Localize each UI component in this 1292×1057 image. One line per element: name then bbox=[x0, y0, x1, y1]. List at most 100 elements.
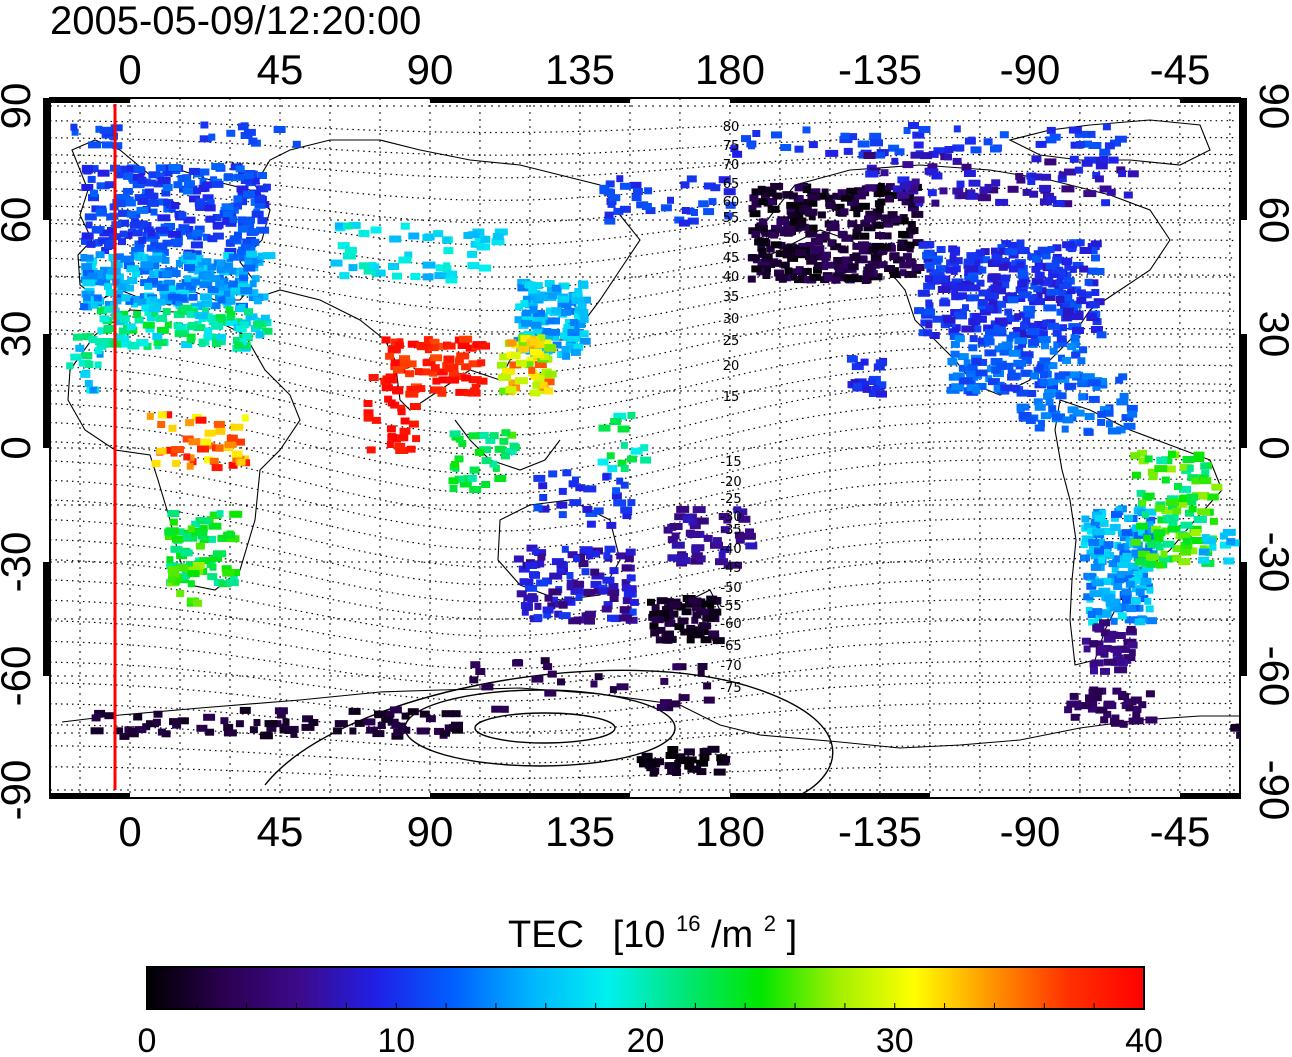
magnetic-latitude-contour bbox=[50, 660, 1235, 702]
tec-cell bbox=[201, 258, 212, 266]
tec-cell bbox=[182, 187, 196, 195]
tec-cell bbox=[117, 310, 129, 318]
tec-cell bbox=[507, 431, 517, 439]
tec-cell bbox=[134, 316, 144, 324]
tec-cell bbox=[761, 229, 773, 237]
tec-cell bbox=[749, 210, 761, 218]
tec-cell bbox=[624, 590, 636, 598]
tec-cell bbox=[210, 302, 221, 310]
tec-cell bbox=[1029, 298, 1038, 306]
tec-cell bbox=[1062, 314, 1072, 322]
tec-cell bbox=[192, 254, 204, 262]
tec-cell bbox=[843, 147, 853, 155]
tec-cell bbox=[132, 229, 143, 237]
tec-cell bbox=[136, 339, 149, 347]
map-area bbox=[50, 98, 1270, 798]
tec-cell bbox=[1087, 527, 1098, 535]
tec-cell bbox=[524, 578, 534, 586]
tec-cell bbox=[251, 210, 264, 218]
tec-cell bbox=[1259, 144, 1270, 151]
tec-cell bbox=[126, 210, 137, 218]
tec-cell bbox=[292, 140, 301, 148]
tec-cell bbox=[167, 293, 181, 301]
tec-cell bbox=[1043, 304, 1057, 312]
tec-cell bbox=[381, 384, 393, 392]
tec-cell bbox=[691, 552, 703, 560]
tec-cell bbox=[833, 257, 843, 264]
tec-cell bbox=[567, 551, 578, 559]
tec-cell bbox=[715, 558, 728, 566]
tec-cell bbox=[528, 287, 538, 295]
tec-cell bbox=[802, 186, 811, 194]
tec-cell bbox=[567, 334, 580, 342]
tec-cell bbox=[1008, 265, 1019, 273]
tec-cell bbox=[1058, 354, 1065, 362]
tec-cell bbox=[1088, 539, 1100, 546]
magnetic-latitude-labels-south: -15-20-25-30-35-40-45-50-55-60-65-70-75 bbox=[720, 455, 741, 696]
tec-cell bbox=[865, 210, 875, 218]
tec-cell bbox=[374, 711, 383, 719]
tec-cell bbox=[889, 271, 901, 278]
tec-cell bbox=[519, 578, 529, 586]
tec-cell bbox=[602, 473, 610, 481]
tec-cell bbox=[930, 269, 939, 277]
tec-cell bbox=[1046, 196, 1057, 203]
tec-cell bbox=[857, 202, 870, 210]
tec-cell bbox=[993, 385, 1007, 393]
colorbar-tick-label: 0 bbox=[138, 1022, 157, 1057]
tec-cell bbox=[691, 530, 699, 538]
tec-cell bbox=[261, 327, 273, 335]
tec-cell bbox=[825, 149, 839, 157]
tec-cell bbox=[189, 458, 197, 466]
tec-cell bbox=[1062, 307, 1074, 315]
tec-cell bbox=[1118, 426, 1126, 434]
lat-tick-left: -30 bbox=[0, 532, 39, 593]
tec-cell bbox=[809, 273, 822, 281]
tec-cell bbox=[751, 200, 762, 208]
tec-cell bbox=[606, 521, 617, 529]
tec-cell bbox=[114, 727, 124, 735]
tec-cell bbox=[691, 616, 699, 624]
tec-cell bbox=[1039, 184, 1052, 192]
tec-cell bbox=[85, 221, 93, 229]
tec-cell bbox=[688, 597, 702, 605]
tec-cell bbox=[821, 255, 829, 263]
tec-cell bbox=[202, 194, 214, 202]
tec-cell bbox=[222, 297, 236, 305]
mlat-label-north: 30 bbox=[723, 312, 740, 327]
tec-cell bbox=[1054, 372, 1066, 380]
tec-cell bbox=[118, 238, 126, 246]
tec-cell bbox=[156, 447, 167, 455]
tec-cell bbox=[499, 387, 510, 395]
mlat-label-south: -75 bbox=[720, 681, 741, 696]
tec-cell bbox=[95, 338, 108, 346]
tec-cell bbox=[1103, 594, 1116, 602]
tec-cell bbox=[164, 285, 176, 293]
tec-cell bbox=[1144, 597, 1152, 605]
tec-cell bbox=[479, 342, 490, 350]
mlat-label-north: 35 bbox=[723, 290, 740, 305]
tec-cell bbox=[853, 192, 866, 200]
tec-cell bbox=[602, 576, 615, 584]
tec-cell bbox=[913, 141, 924, 149]
tec-cell bbox=[162, 308, 171, 315]
tec-cell bbox=[1043, 392, 1053, 400]
tec-cell bbox=[806, 199, 818, 207]
tec-cell bbox=[216, 510, 224, 518]
magnetic-latitude-contour bbox=[50, 640, 1235, 686]
tec-cell bbox=[707, 745, 720, 753]
tec-cell bbox=[449, 430, 461, 438]
magnetic-latitude-contour bbox=[50, 346, 1235, 416]
tec-cell bbox=[82, 279, 96, 287]
tec-cell bbox=[972, 325, 982, 333]
tec-cell bbox=[923, 249, 935, 257]
tec-cell bbox=[1045, 388, 1056, 396]
tec-cell bbox=[83, 294, 93, 302]
tec-cell bbox=[234, 438, 245, 446]
tec-cell bbox=[945, 266, 957, 274]
tec-cell bbox=[236, 185, 249, 193]
tec-cell bbox=[235, 720, 244, 728]
tec-cell bbox=[966, 373, 979, 381]
tec-cell bbox=[851, 363, 864, 371]
tec-cell bbox=[363, 400, 373, 407]
